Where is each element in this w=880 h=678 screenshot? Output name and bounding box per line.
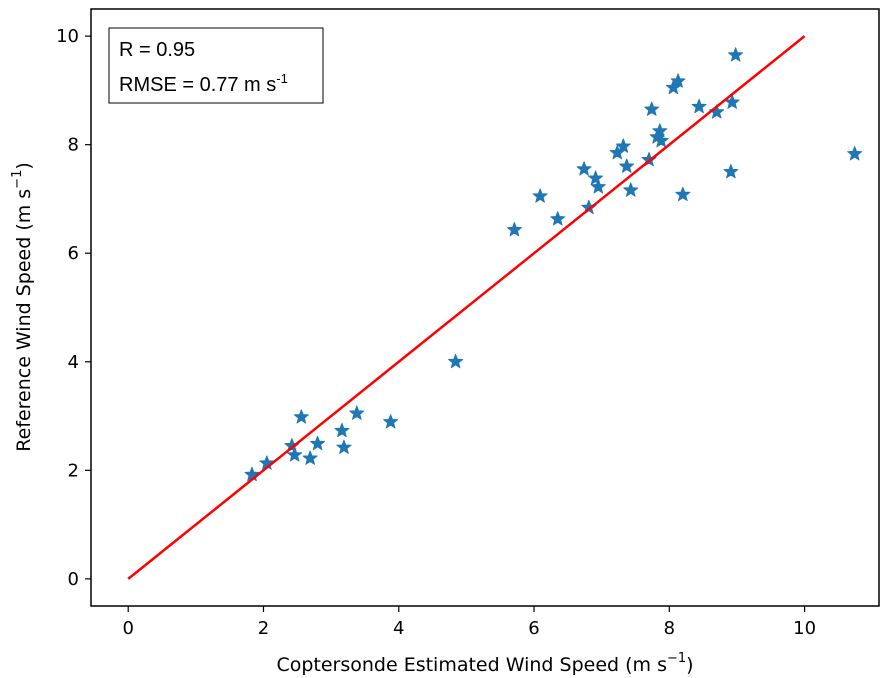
data-point	[847, 146, 863, 161]
data-point	[644, 101, 660, 116]
data-point	[590, 179, 606, 194]
x-tick-label: 2	[258, 618, 269, 639]
y-tick-label: 10	[56, 26, 79, 47]
x-tick-label: 6	[528, 618, 539, 639]
y-tick-label: 4	[68, 352, 79, 373]
x-tick-label: 0	[122, 618, 133, 639]
x-axis-label-end: )	[686, 654, 693, 676]
x-axis-label-text: Coptersonde Estimated Wind Speed (m s	[276, 654, 667, 676]
y-axis-label-end: )	[13, 162, 35, 169]
x-tick-label: 8	[664, 618, 675, 639]
data-point	[506, 221, 522, 237]
stats-rmse-value: RMSE = 0.77 m s-1	[119, 71, 288, 96]
data-point	[448, 353, 464, 369]
data-point	[334, 422, 350, 438]
stats-rmse-text: RMSE = 0.77 m s	[119, 74, 276, 96]
data-point	[728, 47, 744, 62]
x-axis-ticks: 0 2 4 6 8 10	[122, 606, 816, 639]
y-axis-label-text: Reference Wind Speed (m s	[13, 189, 35, 452]
y-tick-label: 0	[68, 569, 79, 590]
y-axis-label: Reference Wind Speed (m s−1)	[10, 162, 35, 452]
data-point	[349, 405, 365, 420]
data-marks	[244, 47, 863, 482]
data-point	[244, 466, 260, 482]
data-point	[588, 170, 604, 185]
data-point	[619, 158, 635, 173]
y-tick-label: 8	[68, 135, 79, 156]
y-tick-label: 6	[68, 243, 79, 264]
x-tick-label: 4	[393, 618, 404, 639]
y-axis-ticks: 0 2 4 6 8 10	[56, 26, 91, 590]
data-point	[302, 450, 318, 465]
data-point	[310, 435, 326, 451]
data-point	[615, 138, 631, 153]
y-tick-label: 2	[68, 460, 79, 481]
x-tick-label: 10	[793, 618, 816, 639]
y-axis-label-exponent: −1	[10, 170, 25, 189]
data-point	[532, 188, 548, 203]
data-point	[293, 409, 309, 424]
data-point	[675, 186, 691, 202]
stats-box: R = 0.95 RMSE = 0.77 m s-1	[108, 27, 324, 104]
x-axis-label: Coptersonde Estimated Wind Speed (m s−1)	[276, 651, 693, 676]
data-point	[550, 211, 566, 226]
data-point	[623, 182, 639, 197]
data-point	[336, 439, 352, 454]
data-point	[723, 163, 739, 179]
fit-line-group	[127, 35, 806, 580]
data-point	[652, 123, 668, 138]
data-point	[576, 161, 592, 176]
fit-line	[127, 35, 806, 580]
stats-box-frame	[108, 27, 324, 104]
x-axis-label-exponent: −1	[667, 651, 686, 666]
data-point	[691, 98, 707, 114]
data-point	[383, 414, 399, 429]
data-point	[670, 73, 686, 88]
stats-rmse-exponent: -1	[276, 71, 288, 86]
data-point	[287, 447, 303, 462]
data-point	[653, 132, 669, 148]
stats-r-value: R = 0.95	[119, 39, 195, 61]
plot-frame	[90, 8, 880, 607]
